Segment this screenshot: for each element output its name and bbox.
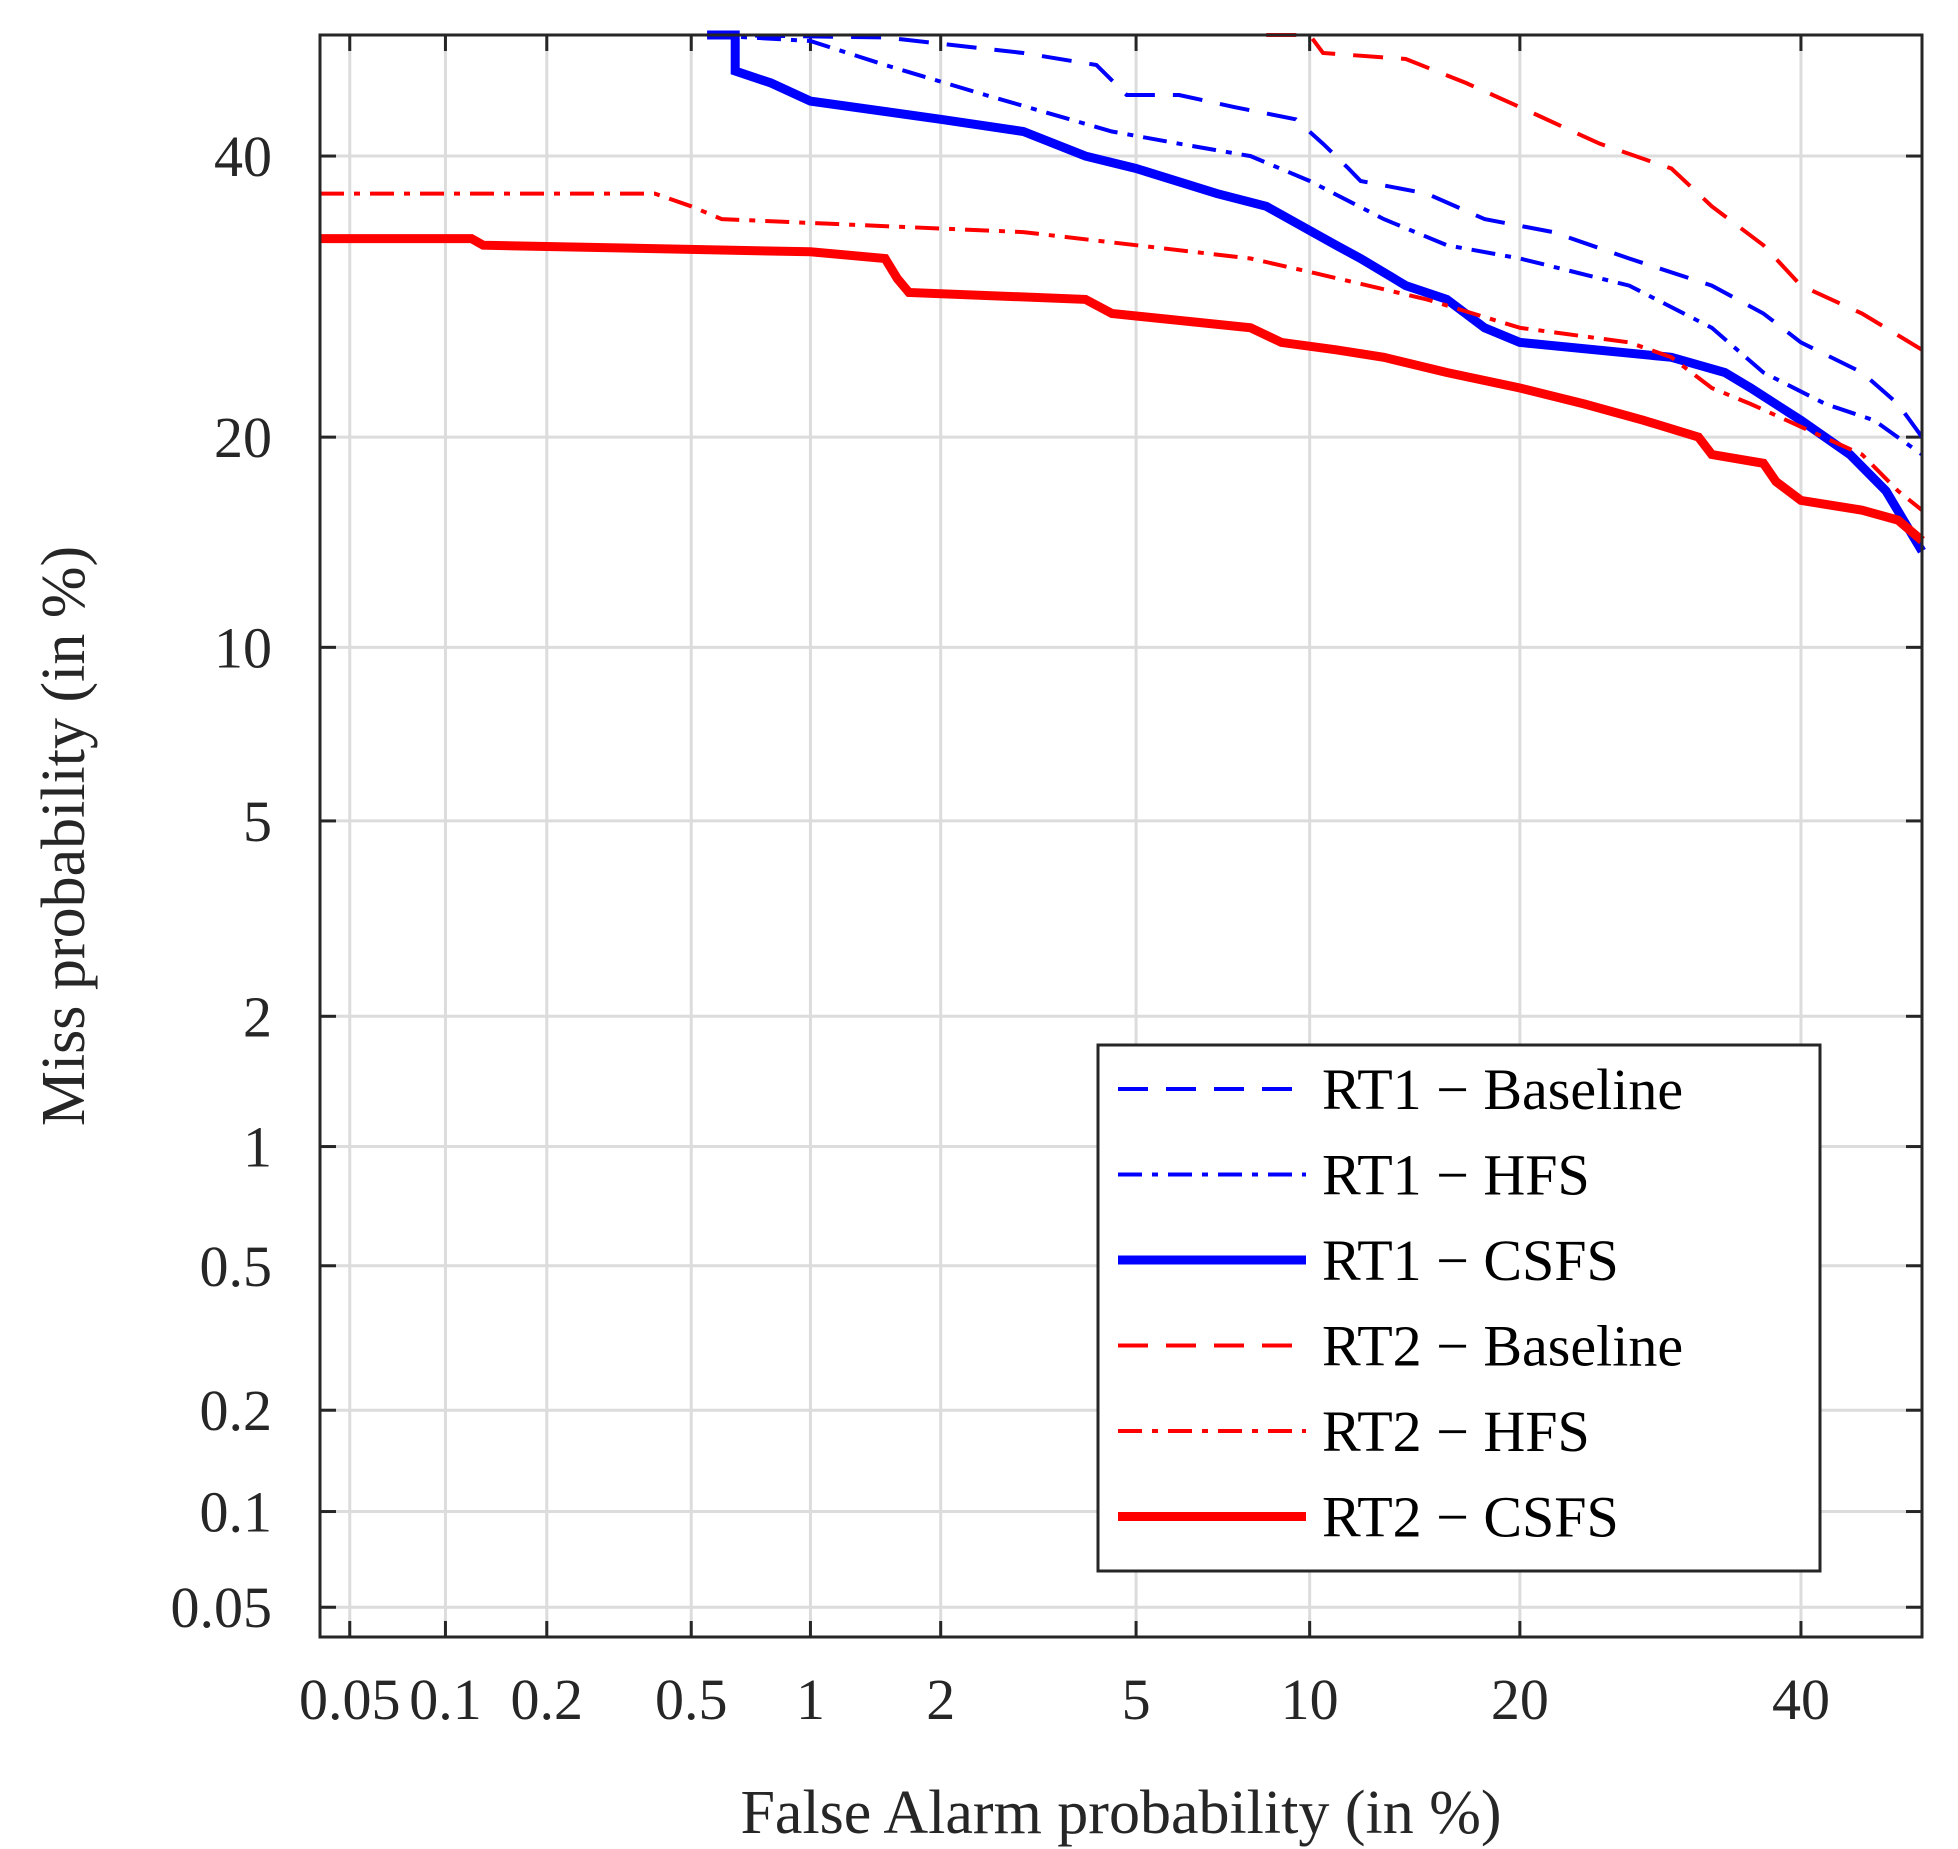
x-tick-labels: 0.05 0.1 0.2 0.5 1 2 5 10 20 40 [299, 1667, 1830, 1732]
y-tick-label: 2 [243, 984, 272, 1049]
y-tick-label: 10 [214, 615, 272, 680]
x-tick-label: 0.2 [511, 1667, 584, 1732]
x-tick-label: 0.1 [409, 1667, 482, 1732]
x-tick-label: 0.05 [299, 1667, 401, 1732]
y-tick-label: 0.2 [200, 1378, 273, 1443]
legend-label-5: RT2 − HFS [1322, 1399, 1590, 1464]
y-tick-label: 1 [243, 1115, 272, 1180]
y-tick-label: 20 [214, 405, 272, 470]
x-ticks [348, 35, 1803, 1637]
legend-label-2: RT1 − HFS [1322, 1143, 1590, 1208]
legend-label-4: RT2 − Baseline [1322, 1314, 1683, 1379]
x-tick-label: 2 [926, 1667, 955, 1732]
y-tick-label: 5 [243, 789, 272, 854]
y-axis-label: Miss probability (in %) [30, 546, 98, 1126]
y-tick-label: 0.5 [200, 1234, 273, 1299]
y-tick-label: 0.05 [171, 1575, 273, 1640]
x-tick-label: 20 [1491, 1667, 1549, 1732]
axes-box [318, 33, 1924, 1639]
x-tick-label: 0.5 [655, 1667, 728, 1732]
x-axis-label: False Alarm probability (in %) [740, 1779, 1501, 1847]
x-tick-label: 40 [1772, 1667, 1830, 1732]
legend-box [1096, 1043, 1822, 1573]
series-lines [320, 30, 1926, 554]
y-ticks [320, 154, 1922, 1609]
series-line-5 [320, 191, 1924, 512]
series-line-3 [707, 30, 1926, 554]
x-tick-label: 5 [1122, 1667, 1151, 1732]
x-tick-label: 10 [1281, 1667, 1339, 1732]
series-line-4 [1266, 33, 1924, 352]
series-line-2 [706, 33, 1924, 457]
legend-label-6: RT2 − CSFS [1322, 1485, 1619, 1550]
series-line-6 [320, 234, 1925, 545]
legend: RT1 − Baseline RT1 − HFS RT1 − CSFS RT2 − B… [1096, 1043, 1822, 1573]
series-line-1 [707, 33, 1924, 439]
x-tick-label: 1 [796, 1667, 825, 1732]
legend-label-1: RT1 − Baseline [1322, 1057, 1683, 1122]
legend-label-3: RT1 − CSFS [1322, 1228, 1619, 1293]
y-tick-labels: 0.05 0.1 0.2 0.5 1 2 5 10 20 40 [171, 124, 273, 1640]
y-tick-label: 0.1 [200, 1480, 273, 1545]
y-tick-label: 40 [214, 124, 272, 189]
